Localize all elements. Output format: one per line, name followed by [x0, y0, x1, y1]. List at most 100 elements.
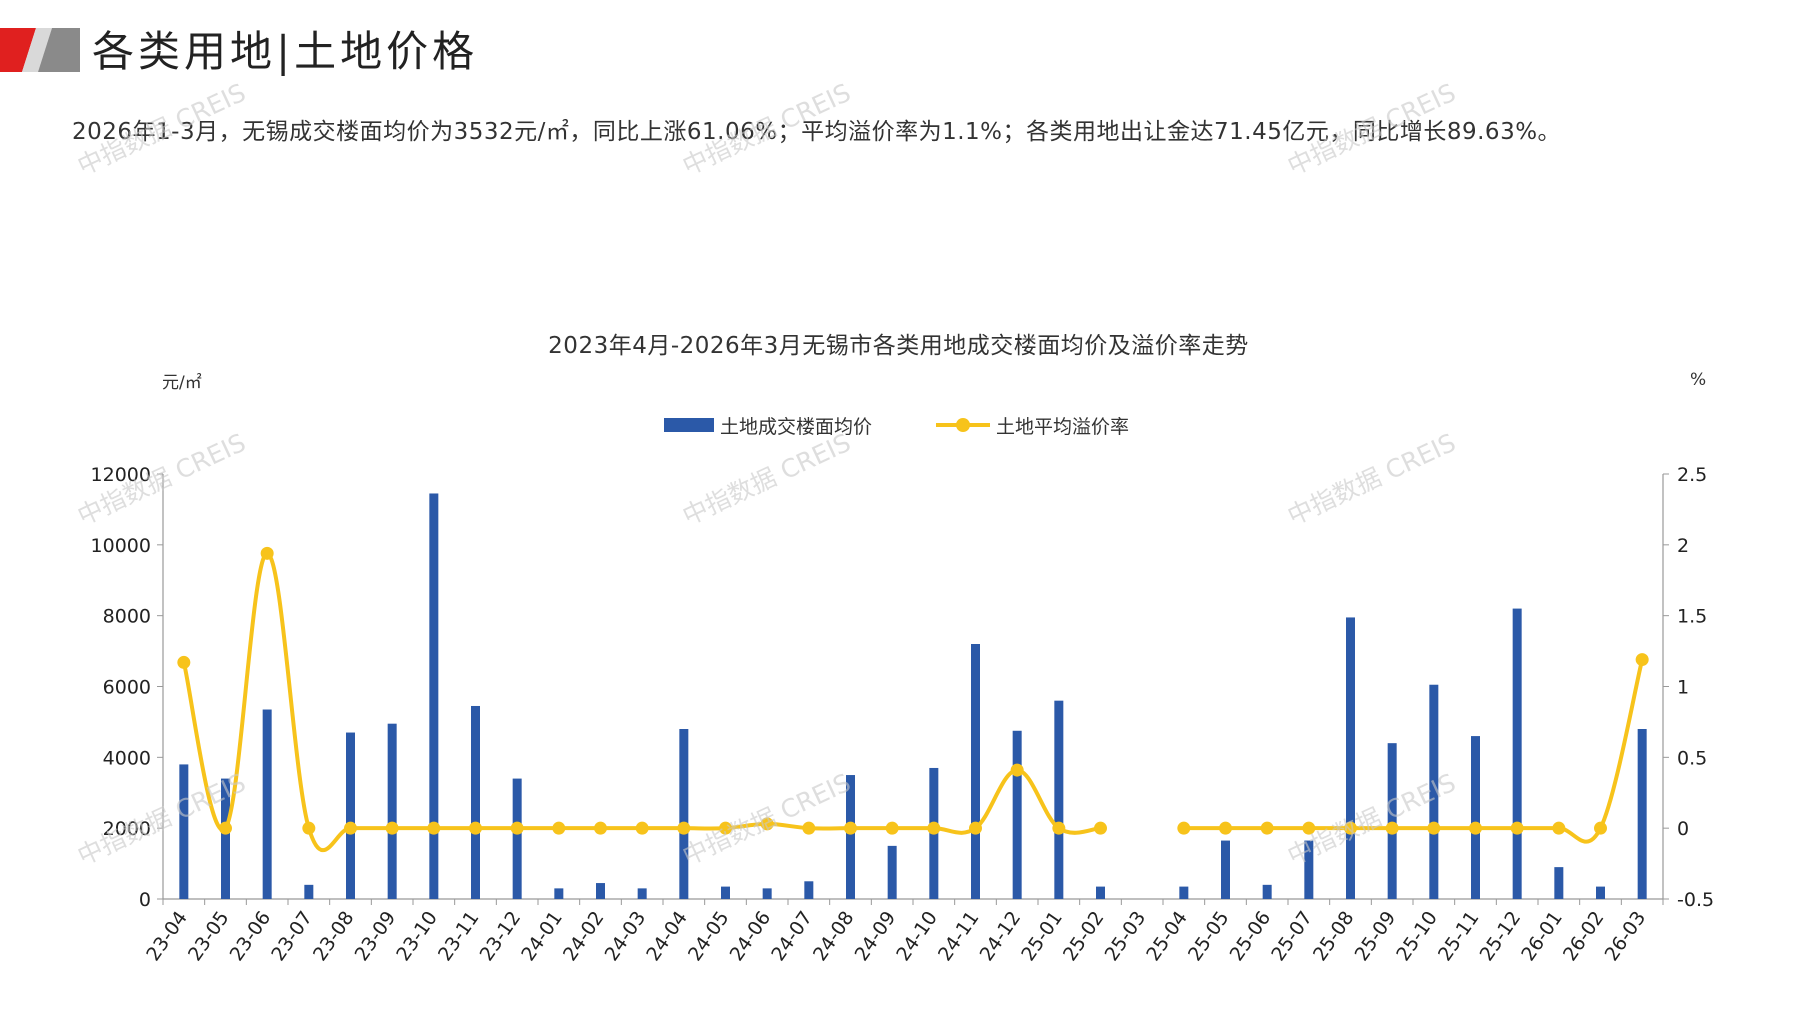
premium-rate-line [181, 551, 1101, 853]
bar [554, 888, 564, 899]
summary-text: 2026年1-3月，无锡成交楼面均价为3532元/㎡，同比上涨61.06%；平均… [72, 119, 1562, 145]
bar [179, 764, 189, 899]
x-tick-label: 23-08 [309, 907, 359, 965]
bar [387, 723, 397, 899]
x-tick-label: 24-01 [517, 907, 567, 965]
x-tick-label: 23-07 [267, 907, 317, 965]
x-tick-label: 25-05 [1184, 907, 1234, 965]
x-tick-label: 23-10 [392, 907, 442, 965]
premium-rate-point [1427, 821, 1441, 835]
x-tick-label: 25-06 [1226, 907, 1276, 965]
bar [762, 888, 772, 899]
bar [1179, 886, 1189, 899]
bar [471, 705, 480, 899]
premium-rate-point [677, 821, 691, 835]
premium-rate-point [552, 821, 566, 835]
premium-rate-point [1177, 821, 1191, 835]
left-axis-unit: 元/㎡ [162, 373, 202, 393]
premium-rate-point [1302, 821, 1316, 835]
y2-tick-label: 2 [1677, 535, 1689, 557]
brand-logo [0, 28, 80, 72]
premium-rate-point [1469, 821, 1482, 835]
bar [346, 732, 355, 899]
bar [679, 729, 689, 899]
x-tick-label: 24-04 [642, 907, 692, 965]
y-tick-label: 10000 [91, 535, 151, 557]
bar [1554, 867, 1564, 899]
bar [1346, 617, 1355, 899]
y-tick-label: 6000 [103, 677, 151, 699]
bar [512, 778, 522, 899]
page-title: 各类用地|土地价格 [92, 27, 479, 76]
bar [1096, 886, 1105, 899]
premium-rate-point [969, 821, 982, 835]
bar [1054, 700, 1064, 899]
y2-tick-label: 2.5 [1677, 464, 1707, 486]
x-tick-label: 23-12 [476, 907, 526, 965]
y2-tick-label: 0 [1677, 818, 1689, 840]
premium-rate-point [760, 817, 774, 831]
legend-bar-swatch [664, 418, 714, 432]
x-tick-label: 25-11 [1434, 907, 1484, 965]
premium-rate-point [1219, 821, 1232, 835]
x-tick-label: 25-07 [1267, 907, 1317, 965]
x-tick-label: 25-12 [1476, 907, 1526, 965]
premium-rate-point [1385, 821, 1399, 835]
premium-rate-point [427, 821, 441, 835]
premium-rate-point [635, 821, 649, 835]
premium-rate-point [802, 821, 816, 835]
bar [1637, 729, 1647, 899]
x-tick-label: 24-03 [601, 907, 651, 965]
x-tick-label: 25-01 [1017, 907, 1067, 965]
bar [1471, 736, 1480, 899]
legend-line-swatch [936, 418, 990, 432]
premium-rate-point [844, 821, 857, 835]
y-tick-label: 12000 [91, 464, 151, 486]
y-tick-label: 8000 [103, 606, 151, 628]
x-tick-label: 25-02 [1059, 907, 1109, 965]
x-tick-label: 23-06 [226, 907, 276, 965]
y2-tick-label: 1.5 [1677, 606, 1707, 628]
y2-tick-label: 1 [1677, 677, 1689, 699]
y-tick-label: 2000 [103, 818, 151, 840]
chart-canvas: 0 2000 4000 6000 8000 10000 12000 -0.5 0 0.5 1 1.5 2… [91, 464, 1715, 965]
premium-rate-point [1052, 821, 1066, 835]
bar [429, 493, 439, 899]
y2-tick-label: 0.5 [1677, 747, 1707, 769]
x-tick-label: 24-07 [767, 907, 817, 965]
chart-title: 2023年4月-2026年3月无锡市各类用地成交楼面均价及溢价率走势 [548, 333, 1249, 359]
x-tick-label: 26-02 [1559, 907, 1609, 965]
bar [1262, 884, 1272, 899]
premium-rate-point [1552, 821, 1566, 835]
bar [804, 881, 814, 899]
x-tick-label: 25-08 [1309, 907, 1359, 965]
x-tick-label: 25-09 [1351, 907, 1401, 965]
x-tick-label: 24-08 [809, 907, 859, 965]
premium-rate-point [885, 821, 899, 835]
premium-rate-point [1344, 821, 1357, 835]
x-tick-label: 25-03 [1101, 907, 1151, 965]
bar [221, 778, 230, 899]
bar [1387, 743, 1397, 899]
premium-rate-point [1594, 821, 1607, 835]
bar [304, 884, 314, 899]
premium-rate-point [719, 821, 732, 835]
premium-rate-point [1510, 821, 1524, 835]
x-tick-label: 24-11 [934, 907, 984, 965]
bar [721, 886, 730, 899]
premium-rate-point [1010, 763, 1024, 777]
bar [637, 888, 647, 899]
bar [1512, 608, 1522, 899]
premium-rate-point [1635, 653, 1649, 667]
x-tick-label: 25-10 [1392, 907, 1442, 965]
legend-line-label: 土地平均溢价率 [996, 415, 1130, 438]
bar [846, 775, 855, 899]
premium-rate-point [385, 821, 399, 835]
premium-rate-point [927, 821, 941, 835]
premium-rate-point [302, 821, 316, 835]
bar [971, 644, 980, 899]
legend-item-bar: 土地成交楼面均价 [664, 410, 872, 440]
x-tick-label: 24-09 [851, 907, 901, 965]
x-tick-label: 23-05 [184, 907, 234, 965]
x-tick-label: 26-01 [1517, 907, 1567, 965]
